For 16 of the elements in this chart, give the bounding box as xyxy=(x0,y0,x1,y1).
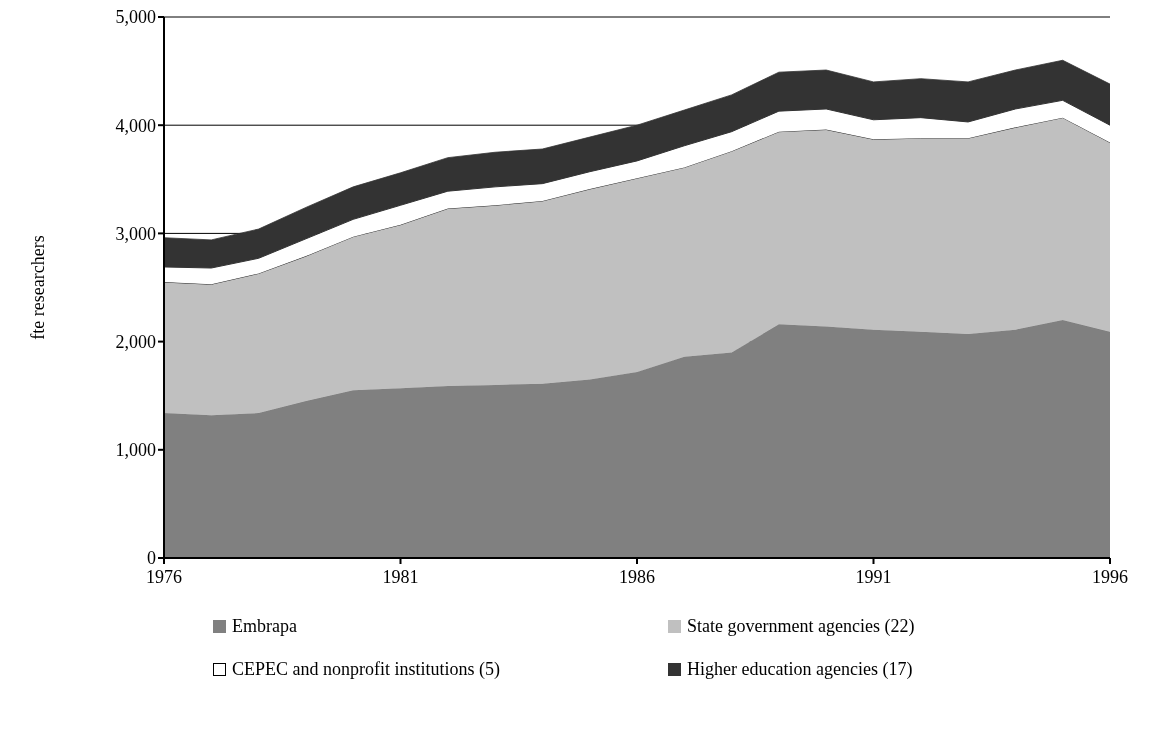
x-tick-label: 1986 xyxy=(619,566,655,587)
x-tick-label: 1981 xyxy=(382,566,419,587)
y-tick-label: 1,000 xyxy=(115,440,156,461)
y-tick-label: 5,000 xyxy=(115,7,156,28)
legend-label: Higher education agencies (17) xyxy=(687,659,913,680)
y-tick-label: 0 xyxy=(147,548,156,569)
y-axis-title: fte researchers xyxy=(28,235,49,340)
y-tick-label: 2,000 xyxy=(115,331,156,352)
x-tick-label: 1991 xyxy=(855,566,892,587)
x-tick-label: 1976 xyxy=(146,566,182,587)
legend-label: CEPEC and nonprofit institutions (5) xyxy=(232,659,500,680)
x-tick-label: 1996 xyxy=(1092,566,1128,587)
y-tick-label: 4,000 xyxy=(115,115,156,136)
legend-label: Embrapa xyxy=(232,616,297,637)
y-tick-label: 3,000 xyxy=(115,223,156,244)
legend-label: State government agencies (22) xyxy=(687,616,915,637)
